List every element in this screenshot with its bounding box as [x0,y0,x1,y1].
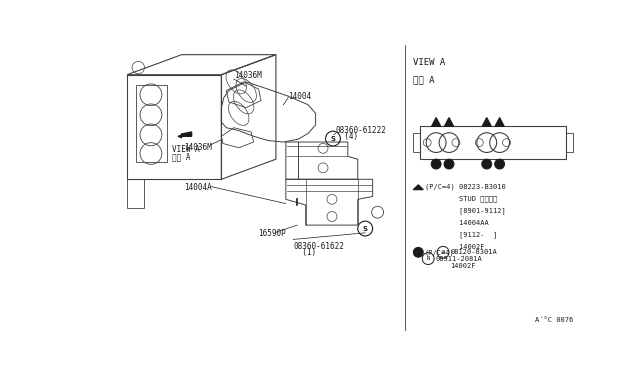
Text: 08360-61222: 08360-61222 [335,126,387,135]
Ellipse shape [495,159,504,169]
Text: 08120-8301A: 08120-8301A [451,249,497,255]
Text: B: B [442,250,445,255]
Text: STUD スタッド: STUD スタッド [425,195,497,202]
Text: (P/C=4) 08223-B3010: (P/C=4) 08223-B3010 [425,183,506,190]
Ellipse shape [444,159,454,169]
Bar [413,134,420,152]
Text: 14036M: 14036M [184,143,212,152]
Text: 14004A: 14004A [184,183,212,192]
Bar [420,126,566,159]
Text: [9112-  ]: [9112- ] [425,231,497,238]
Text: S: S [330,135,335,142]
Polygon shape [413,185,423,190]
Text: 08360-61622: 08360-61622 [293,242,344,251]
Bar [566,134,573,152]
Text: (1): (1) [293,248,316,257]
Polygon shape [431,118,440,126]
Text: 矢視 A: 矢視 A [172,152,190,161]
Text: N: N [427,256,430,261]
Text: VIEW A: VIEW A [172,145,200,154]
Text: 14004AA: 14004AA [425,219,488,225]
Ellipse shape [431,159,441,169]
Ellipse shape [482,159,492,169]
Text: (4): (4) [335,132,358,141]
Text: 14036M: 14036M [234,71,262,80]
Text: 14004: 14004 [288,92,312,101]
Text: [8901-9112]: [8901-9112] [425,207,506,214]
Text: VIEW A: VIEW A [413,58,445,67]
Text: (P/C=4): (P/C=4) [425,249,454,256]
Text: 14002F: 14002F [425,244,484,250]
Text: 14002F: 14002F [451,263,476,269]
Polygon shape [182,132,191,136]
Text: 16590P: 16590P [259,229,286,238]
Polygon shape [445,118,454,126]
Text: 08911-2081A: 08911-2081A [436,256,483,262]
Text: A´°C 0076: A´°C 0076 [535,317,573,324]
Polygon shape [483,118,491,126]
Ellipse shape [413,247,423,257]
Polygon shape [495,118,504,126]
Text: S: S [363,225,368,231]
Text: 矢視 A: 矢視 A [413,75,435,84]
